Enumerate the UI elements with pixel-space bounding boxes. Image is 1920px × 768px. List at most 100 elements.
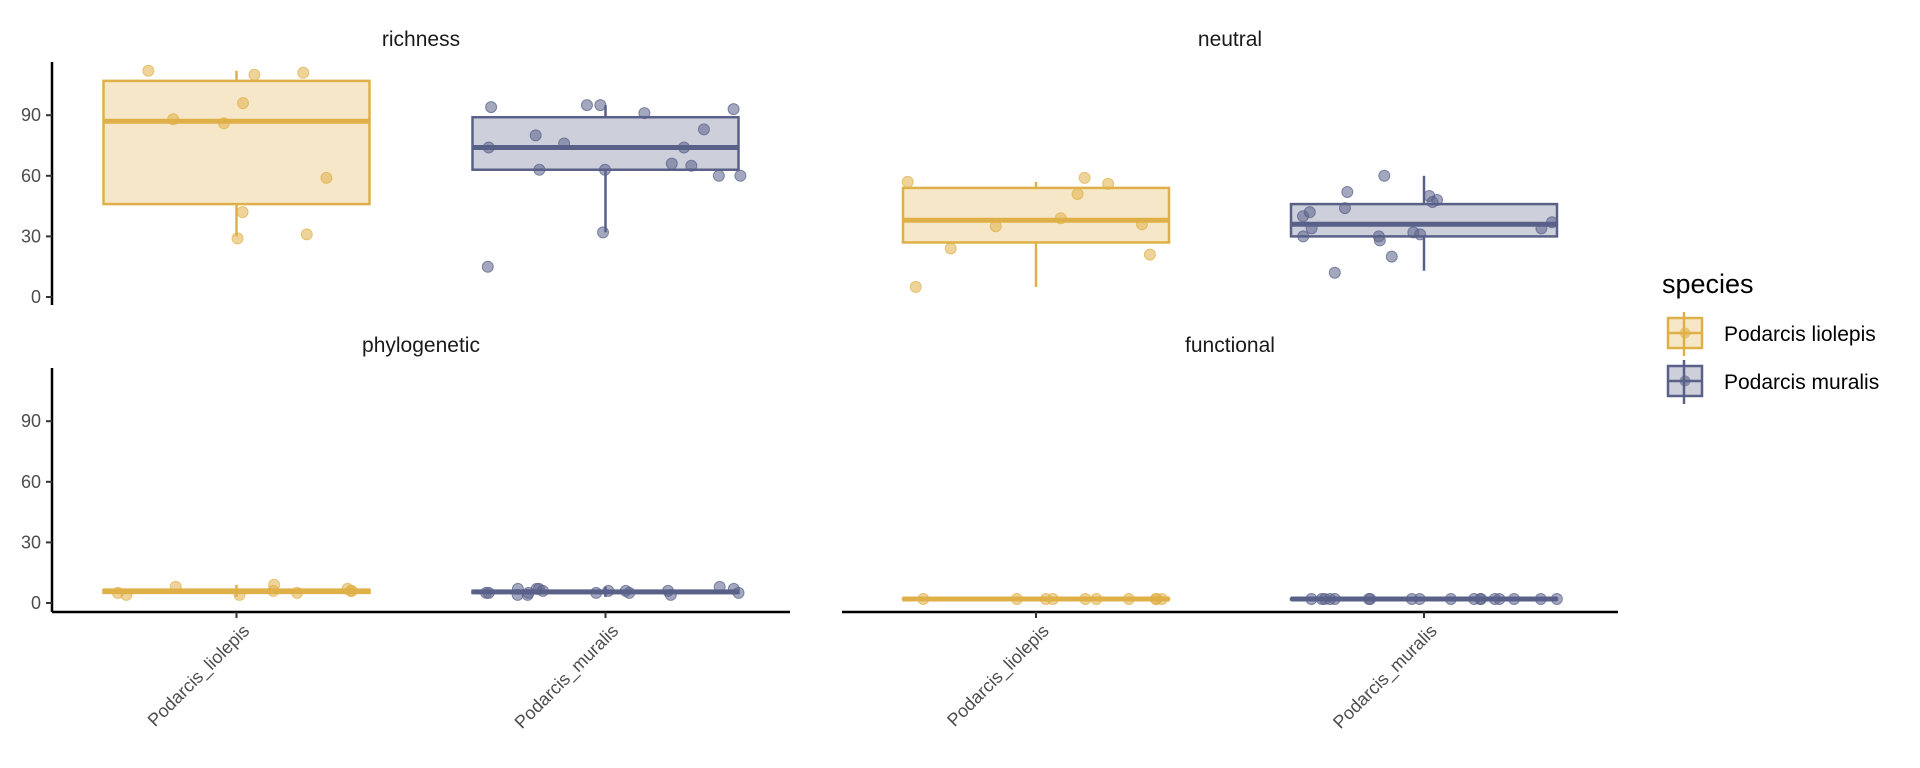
data-point: [734, 169, 747, 182]
x-tick-label: Podarcis_muralis: [1329, 621, 1441, 733]
data-point: [1362, 592, 1375, 605]
data-point: [732, 586, 745, 599]
data-point: [1546, 216, 1559, 229]
data-point: [619, 584, 632, 597]
legend-label: Podarcis liolepis: [1724, 323, 1876, 346]
data-point: [511, 588, 524, 601]
data-point: [901, 175, 914, 188]
box-neutral-Podarcis_muralis: [1289, 169, 1559, 279]
legend-key-0: [1666, 312, 1704, 356]
data-point: [727, 103, 740, 116]
data-point: [1468, 592, 1481, 605]
data-point: [231, 232, 244, 245]
x-tick-label: Podarcis_liolepis: [943, 621, 1053, 731]
legend-key-1: [1666, 360, 1704, 404]
data-point: [111, 586, 124, 599]
box-phylogenetic-Podarcis_muralis: [471, 580, 745, 601]
data-point: [662, 584, 675, 597]
data-point: [1071, 187, 1084, 200]
y-tick-label: 0: [31, 287, 41, 307]
data-point: [1534, 592, 1547, 605]
data-point: [1090, 592, 1103, 605]
data-point: [665, 157, 678, 170]
data-point: [237, 97, 250, 110]
y-tick-label: 60: [21, 472, 41, 492]
data-point: [1341, 185, 1354, 198]
y-tick-label: 30: [21, 226, 41, 246]
data-point: [532, 582, 545, 595]
data-point: [1338, 202, 1351, 215]
data-point: [482, 141, 495, 154]
data-point: [909, 280, 922, 293]
data-point: [638, 107, 651, 120]
box-neutral-Podarcis_liolepis: [901, 171, 1171, 293]
x-tick-label: Podarcis_muralis: [511, 621, 623, 733]
data-point: [1385, 250, 1398, 263]
data-point: [1373, 234, 1386, 247]
data-point: [1318, 592, 1331, 605]
data-point: [268, 578, 281, 591]
x-tick-label: Podarcis_liolepis: [144, 621, 254, 731]
box-iqr: [471, 115, 740, 171]
data-point: [233, 588, 246, 601]
data-point: [1328, 592, 1341, 605]
data-point: [320, 171, 333, 184]
data-point: [697, 123, 710, 136]
legend: species Podarcis liolepis Podarcis muralis: [1662, 269, 1879, 404]
data-point: [1297, 230, 1310, 243]
data-point: [236, 206, 249, 219]
y-tick-label: 30: [21, 532, 41, 552]
data-point: [1493, 592, 1506, 605]
data-point: [480, 586, 493, 599]
box-richness-Podarcis_muralis: [471, 99, 747, 273]
data-point: [712, 169, 725, 182]
data-point: [598, 163, 611, 176]
y-tick-label: 60: [21, 166, 41, 186]
data-point: [1079, 592, 1092, 605]
data-point: [248, 68, 261, 81]
data-point: [529, 129, 542, 142]
panel-phylogenetic: phylogenetic 0 30 60 90 Podarcis_liolepis Poda…: [21, 334, 790, 733]
box-functional-Podarcis_muralis: [1289, 592, 1563, 605]
data-point: [485, 101, 498, 114]
data-point: [481, 260, 494, 273]
data-point: [1078, 171, 1091, 184]
facet-title-phylogenetic: phylogenetic: [362, 334, 480, 357]
data-point: [297, 66, 310, 79]
data-point: [1054, 212, 1067, 225]
legend-key-point: [1679, 375, 1691, 387]
data-point: [713, 580, 726, 593]
data-point: [594, 99, 607, 112]
data-point: [1039, 592, 1052, 605]
data-point: [1102, 177, 1115, 190]
data-point: [169, 580, 182, 593]
data-point: [597, 226, 610, 239]
panel-neutral: neutral: [901, 28, 1559, 293]
data-point: [1010, 592, 1023, 605]
data-point: [1535, 222, 1548, 235]
facet-title-neutral: neutral: [1198, 28, 1262, 51]
data-point: [300, 228, 313, 241]
data-point: [1444, 592, 1457, 605]
data-point: [590, 586, 603, 599]
box-phylogenetic-Podarcis_liolepis: [102, 578, 371, 601]
data-point: [685, 159, 698, 172]
facet-title-richness: richness: [382, 28, 460, 51]
box-iqr: [102, 79, 371, 206]
data-point: [1305, 222, 1318, 235]
data-point: [291, 586, 304, 599]
data-point: [1135, 218, 1148, 231]
data-point: [521, 588, 534, 601]
data-point: [533, 163, 546, 176]
panel-functional: functional Podarcis_liolepis Podarcis_mura…: [842, 334, 1618, 733]
data-point: [217, 117, 230, 130]
data-point: [580, 99, 593, 112]
panel-richness: richness 0 30 60 90: [21, 28, 747, 307]
data-point: [1407, 226, 1420, 239]
data-point: [1305, 592, 1318, 605]
legend-key-point: [1679, 327, 1691, 339]
data-point: [1550, 592, 1563, 605]
y-tick-label: 90: [21, 105, 41, 125]
facet-title-functional: functional: [1185, 334, 1275, 357]
